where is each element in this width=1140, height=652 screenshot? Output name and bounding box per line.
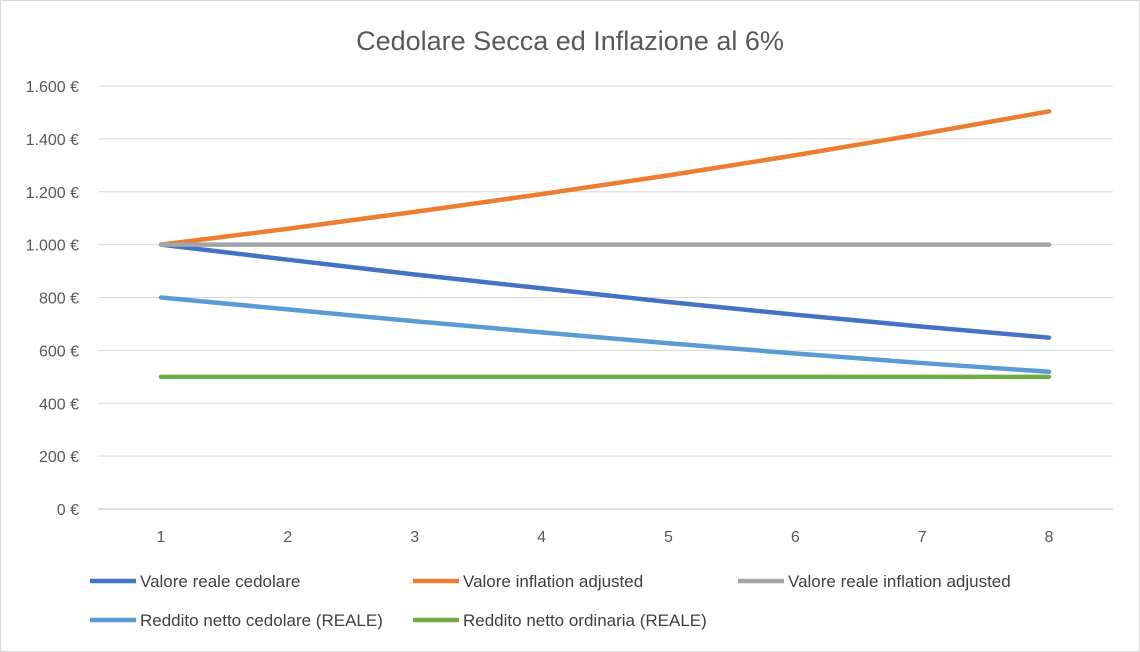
series-line-4 xyxy=(158,295,1052,375)
legend-item: Valore reale cedolare xyxy=(90,572,300,591)
y-axis: 0 € 200 € 400 € 600 € 800 € 1.000 € 1.200 € 1.4… xyxy=(26,79,79,519)
x-tick-label: 7 xyxy=(918,529,927,546)
chart-title: Cedolare Secca ed Inflazione al 6% xyxy=(356,26,784,56)
x-tick-label: 3 xyxy=(410,529,419,546)
x-axis: 1 2 3 4 5 6 7 8 xyxy=(157,529,1054,546)
series-line-2 xyxy=(158,109,1052,247)
legend-item: Valore reale inflation adjusted xyxy=(738,572,1011,591)
legend-label: Valore reale inflation adjusted xyxy=(788,572,1011,591)
legend-label: Reddito netto ordinaria (REALE) xyxy=(463,611,707,630)
legend-item: Reddito netto cedolare (REALE) xyxy=(90,611,383,630)
x-tick-label: 6 xyxy=(791,529,800,546)
legend-item: Valore inflation adjusted xyxy=(413,572,643,591)
x-tick-label: 8 xyxy=(1045,529,1054,546)
y-tick-label: 800 € xyxy=(39,291,79,308)
gridlines xyxy=(98,85,1113,510)
y-tick-label: 1.400 € xyxy=(26,132,79,149)
y-tick-label: 1.200 € xyxy=(26,185,79,202)
x-tick-label: 4 xyxy=(537,529,546,546)
y-tick-label: 1.000 € xyxy=(26,238,79,255)
legend-label: Reddito netto cedolare (REALE) xyxy=(140,611,383,630)
x-tick-label: 1 xyxy=(157,529,166,546)
legend-label: Valore reale cedolare xyxy=(140,572,300,591)
legend-item: Reddito netto ordinaria (REALE) xyxy=(413,611,707,630)
y-tick-label: 1.600 € xyxy=(26,79,79,96)
y-tick-label: 400 € xyxy=(39,396,79,413)
y-tick-label: 200 € xyxy=(39,449,79,466)
x-tick-label: 2 xyxy=(283,529,292,546)
legend: Valore reale cedolare Valore inflation ad… xyxy=(90,572,1011,630)
series-line-1 xyxy=(158,242,1052,340)
legend-label: Valore inflation adjusted xyxy=(463,572,643,591)
x-tick-label: 5 xyxy=(664,529,673,546)
series-lines xyxy=(158,109,1052,380)
y-tick-label: 0 € xyxy=(57,502,79,519)
y-tick-label: 600 € xyxy=(39,343,79,360)
